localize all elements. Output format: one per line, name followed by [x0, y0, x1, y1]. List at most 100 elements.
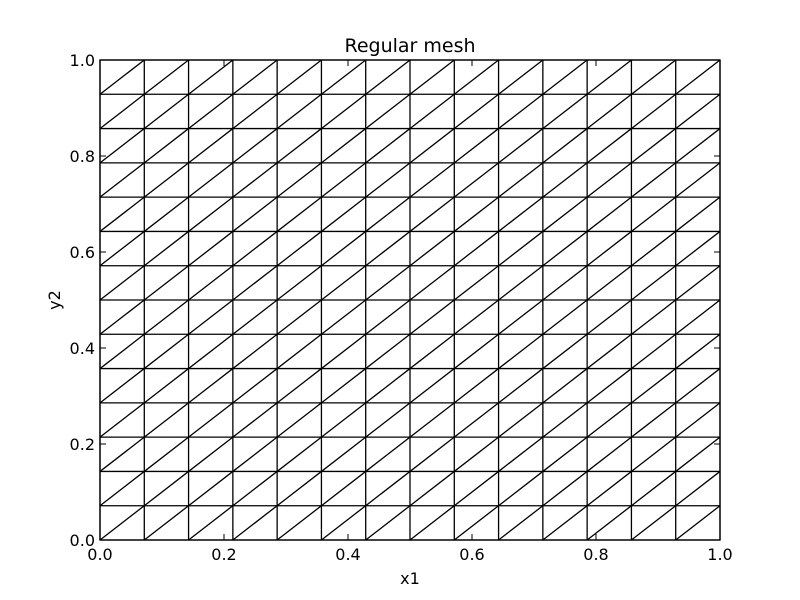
mesh-diagonal-edge: [321, 402, 367, 438]
mesh-diagonal-edge: [453, 93, 499, 130]
mesh-diagonal-edge: [586, 265, 632, 301]
x-axis-label: x1: [400, 569, 420, 588]
mesh-diagonal-edge: [586, 128, 632, 164]
mesh-diagonal-edge: [453, 162, 499, 198]
mesh-diagonal-edge: [409, 230, 455, 267]
mesh-diagonal-edge: [409, 505, 455, 541]
mesh-diagonal-edge: [542, 436, 588, 472]
mesh-diagonal-edge: [409, 368, 455, 404]
mesh-diagonal-edge: [99, 230, 145, 267]
mesh-diagonal-edge: [188, 230, 234, 267]
mesh-diagonal-edge: [631, 59, 677, 95]
plot-frame: [99, 59, 721, 541]
mesh-diagonal-edge: [321, 265, 367, 301]
mesh-diagonal-edge: [542, 230, 588, 267]
mesh-diagonal-edge: [409, 93, 455, 130]
mesh-diagonal-edge: [143, 470, 189, 507]
mesh-diagonal-edge: [498, 59, 544, 95]
mesh-diagonal-edge: [586, 59, 632, 95]
y-tick-label: 1.0: [70, 51, 95, 70]
mesh-diagonal-edge: [143, 230, 189, 267]
mesh-diagonal-edge: [99, 470, 145, 507]
mesh-diagonal-edge: [675, 162, 721, 198]
mesh-diagonal-edge: [321, 230, 367, 267]
mesh-diagonal-edge: [409, 162, 455, 198]
x-tick-label: 0.8: [583, 545, 608, 564]
mesh-diagonal-edge: [321, 299, 367, 335]
mesh-diagonal-edge: [542, 368, 588, 404]
mesh-diagonal-edge: [631, 436, 677, 472]
mesh-diagonal-edge: [675, 368, 721, 404]
mesh-diagonal-edge: [631, 299, 677, 335]
mesh-diagonal-edge: [188, 470, 234, 507]
mesh-diagonal-edge: [99, 162, 145, 198]
mesh-diagonal-edge: [409, 436, 455, 472]
mesh-diagonal-edge: [586, 333, 632, 370]
mesh-diagonal-edge: [498, 265, 544, 301]
mesh-diagonal-edge: [99, 196, 145, 232]
mesh-diagonal-edge: [188, 59, 234, 95]
mesh-diagonal-edge: [321, 333, 367, 370]
mesh-diagonal-edge: [542, 128, 588, 164]
y-tick-label: 0.4: [70, 339, 95, 358]
x-tick-label: 1.0: [707, 545, 732, 564]
mesh-diagonal-edge: [365, 128, 411, 164]
mesh-diagonal-edge: [232, 470, 278, 507]
mesh-diagonal-edge: [675, 299, 721, 335]
mesh-diagonal-edge: [498, 93, 544, 130]
mesh-diagonal-edge: [586, 436, 632, 472]
mesh-diagonal-edge: [365, 93, 411, 130]
mesh-diagonal-edge: [232, 230, 278, 267]
mesh-diagonal-edge: [276, 505, 322, 541]
mesh-diagonal-edge: [276, 299, 322, 335]
mesh-diagonal-edge: [453, 368, 499, 404]
mesh-diagonal-edge: [365, 196, 411, 232]
mesh-diagonal-edge: [586, 368, 632, 404]
mesh-diagonal-edge: [631, 93, 677, 130]
mesh-diagonal-edge: [188, 368, 234, 404]
mesh-diagonal-edge: [409, 59, 455, 95]
mesh-diagonal-edge: [498, 128, 544, 164]
mesh-diagonal-edge: [365, 265, 411, 301]
mesh-diagonal-edge: [542, 59, 588, 95]
mesh-diagonal-edge: [675, 333, 721, 370]
mesh-diagonal-edge: [542, 93, 588, 130]
mesh-diagonal-edge: [99, 265, 145, 301]
mesh-diagonal-edge: [276, 93, 322, 130]
mesh-diagonal-edge: [631, 333, 677, 370]
mesh-diagonal-edge: [365, 230, 411, 267]
y-tick-label: 0.8: [70, 147, 95, 166]
mesh-diagonal-edge: [143, 265, 189, 301]
mesh-diagonal-edge: [276, 436, 322, 472]
mesh-diagonal-edge: [631, 128, 677, 164]
mesh-diagonal-edge: [143, 162, 189, 198]
mesh-diagonal-edge: [276, 333, 322, 370]
mesh-diagonal-edge: [365, 436, 411, 472]
mesh-diagonal-edge: [631, 505, 677, 541]
mesh-diagonal-edge: [276, 470, 322, 507]
mesh-diagonal-edge: [232, 162, 278, 198]
mesh-diagonal-edge: [542, 196, 588, 232]
x-tick-label: 0.2: [211, 545, 236, 564]
mesh-diagonal-edge: [321, 436, 367, 472]
mesh-diagonal-edge: [675, 470, 721, 507]
mesh-diagonal-edge: [409, 265, 455, 301]
mesh-diagonal-edge: [99, 128, 145, 164]
mesh-diagonal-edge: [498, 196, 544, 232]
mesh-diagonal-edge: [675, 59, 721, 95]
y-tick-label: 0.2: [70, 435, 95, 454]
mesh-diagonal-edge: [586, 402, 632, 438]
mesh-diagonal-edge: [498, 230, 544, 267]
x-tick-label: 0.6: [459, 545, 484, 564]
mesh-diagonal-edge: [542, 402, 588, 438]
mesh-diagonal-edge: [232, 128, 278, 164]
mesh-diagonal-edge: [542, 162, 588, 198]
mesh-diagonal-edge: [631, 162, 677, 198]
mesh-diagonal-edge: [365, 162, 411, 198]
mesh-diagonal-edge: [188, 436, 234, 472]
mesh-diagonal-edge: [365, 368, 411, 404]
x-tick-label: 0.0: [87, 545, 112, 564]
mesh-diagonal-edge: [586, 162, 632, 198]
mesh-diagonal-edge: [675, 402, 721, 438]
mesh-diagonal-edge: [498, 299, 544, 335]
